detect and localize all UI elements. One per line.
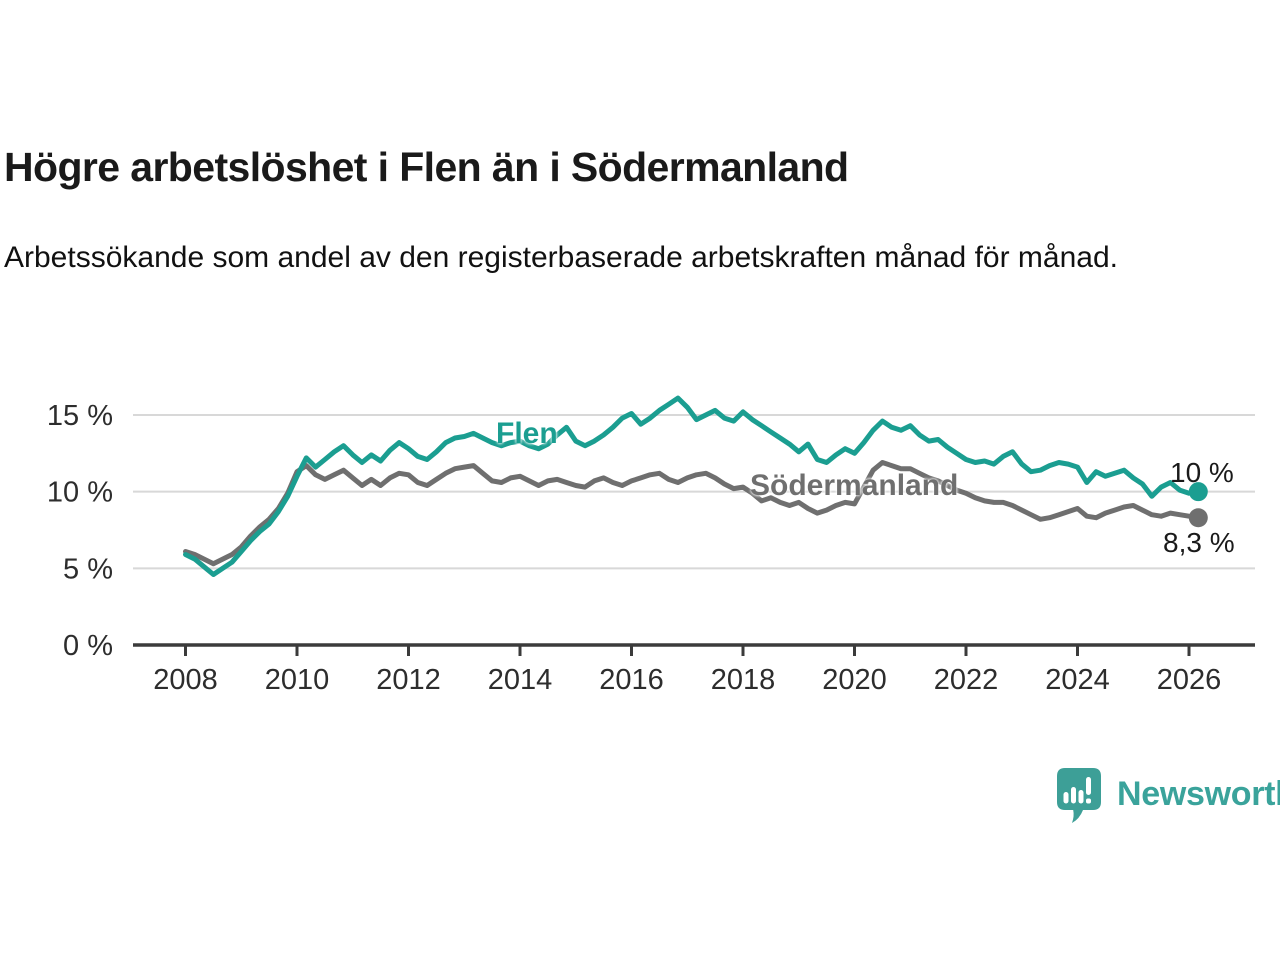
x-axis-tick-label: 2010 [265,664,330,696]
y-axis-tick-label: 0 % [63,630,113,662]
series-line-flen [183,395,1201,577]
end-value-label-flen: 10 % [1170,457,1234,488]
series-label-sodermanland: Södermanland [750,469,959,502]
end-value-label-sodermanland: 8,3 % [1163,527,1235,558]
chart-title: Högre arbetslöshet i Flen än i Södermanl… [4,144,849,190]
y-axis-tick-label: 15 % [47,400,113,432]
chart-subtitle: Arbetssökande som andel av den registerb… [4,241,1118,274]
x-axis-tick-label: 2014 [488,664,553,696]
series-end-dot-flen [1188,482,1208,502]
x-axis-tick-label: 2018 [711,664,776,696]
x-axis-tick-label: 2024 [1045,664,1110,696]
x-axis-tick-label: 2016 [599,664,664,696]
newsworthy-wordmark: Newsworthy [1117,775,1280,813]
y-axis-tick-label: 10 % [47,477,113,509]
x-axis-tick-label: 2022 [934,664,999,696]
x-axis-tick-label: 2008 [153,664,218,696]
series-label-flen: Flen [496,417,558,450]
series-line-södermanland [183,460,1201,567]
series-end-dot-södermanland [1188,508,1208,528]
newsworthy-bubble-chart-icon [1057,768,1101,823]
newsworthy-logo: Newsworthy [1055,766,1280,824]
x-axis-tick-label: 2012 [376,664,441,696]
x-axis-tick-label: 2026 [1157,664,1222,696]
y-axis-tick-label: 5 % [63,553,113,585]
x-axis-tick-label: 2020 [822,664,887,696]
